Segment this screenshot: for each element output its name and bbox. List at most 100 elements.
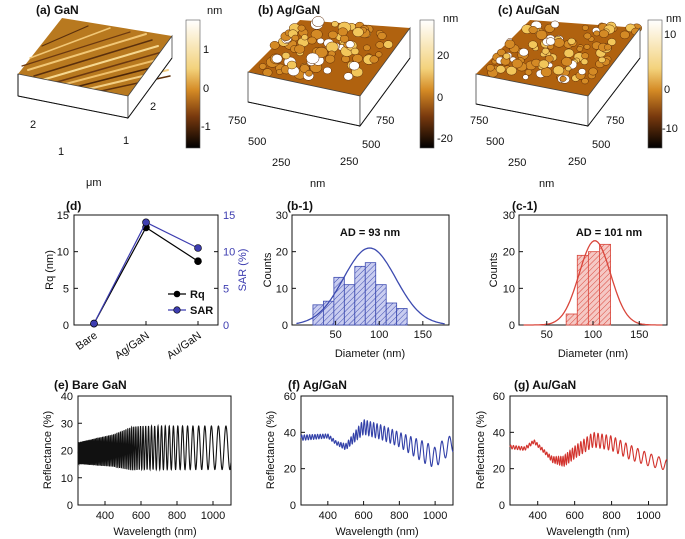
d-y2tick-label: 10 [223,247,235,259]
panel-b-colorbar [419,19,435,149]
b1-ytick-label: 10 [276,283,288,295]
afm-grain [522,74,529,80]
d-point-rq [194,257,202,266]
panel-c1-ticks: 50 100 150 0 10 20 30 [503,210,649,341]
b1-histogram-bar [396,308,408,326]
panel-c1-xlabel: Diameter (nm) [558,348,628,360]
b1-histogram-bar [322,300,335,326]
panel-b-unit: nm [310,178,325,190]
afm-grain [301,34,309,41]
g-xtick-label: 800 [602,510,620,522]
panel-g-line [509,431,668,471]
afm-grain [583,43,591,50]
panel-f-xlabel: Wavelength (nm) [335,526,418,538]
panel-f-frame [300,395,454,506]
afm-grain [286,60,297,70]
panel-d-y2ticks: 0 5 10 15 [214,210,235,332]
f-ytick-label: 60 [284,391,296,403]
f-xtick-label: 600 [354,510,372,522]
d-xtick-label: Bare [74,330,100,353]
panel-g-xlabel: Wavelength (nm) [546,526,629,538]
afm-grain [314,46,328,58]
afm-grain [311,16,325,27]
panel-f-ticks: 400 600 800 1000 0 20 40 60 [284,391,448,522]
b1-ytick-label: 0 [282,320,288,332]
panel-b1: (b-1) AD = 93 nm Counts Diameter (nm) 50… [262,199,450,360]
f-ytick-label: 0 [290,500,296,512]
panel-c1-bars [565,243,611,326]
d-point-sar [90,319,98,328]
d-y2tick-label: 0 [223,320,229,332]
e-ytick-label: 30 [61,418,73,430]
panel-g-frame [509,395,668,506]
afm-grain [310,29,323,40]
panel-b1-ylabel: Counts [262,252,274,287]
panel-a-left-tick-2: 1 [58,146,64,158]
panel-b1-ticks: 50 100 150 0 10 20 30 [276,210,432,341]
afm-grain [553,38,565,48]
e-xtick-label: 1000 [201,510,225,522]
c1-ytick-label: 30 [503,210,515,222]
afm-grain [497,48,506,57]
panel-b: (b) Ag/GaN 750 500 250 750 500 250 nm nm… [228,3,458,190]
panel-d-ylabel: Rq (nm) [44,250,56,290]
c1-xtick-label: 150 [630,329,648,341]
panel-c1-ylabel: Counts [488,252,500,287]
afm-grain [528,26,538,34]
afm-grain [352,27,364,38]
d-point-sar [142,218,150,227]
afm-grain [565,65,572,72]
panel-a-cbar-tick-2: 0 [203,83,209,95]
d-ytick-label: 15 [57,210,69,222]
afm-grain [506,66,517,76]
afm-grain [603,43,612,51]
afm-grain [567,37,576,45]
b1-histogram-bar [364,262,377,326]
afm-grain [281,52,291,60]
afm-grain [375,51,383,58]
panel-b-left-tick-2: 500 [248,136,266,148]
panel-c-left-tick-3: 250 [508,157,526,169]
legend-rq-marker [173,290,181,298]
e-ytick-label: 20 [61,446,73,458]
b1-histogram-bar [375,284,387,326]
afm-grain [583,32,592,40]
b1-histogram-bar [333,276,345,326]
panel-f-line [300,419,454,468]
panel-b-cbar-tick-1: 20 [437,50,449,62]
d-ytick-label: 0 [63,320,69,332]
afm-grain [363,44,371,52]
panel-e-line [77,423,232,472]
panel-b-cbar-unit: nm [443,13,458,25]
afm-grain [545,37,556,46]
afm-grain [297,24,306,32]
e-xtick-label: 400 [96,510,114,522]
panel-a-right-tick-1: 2 [150,101,156,113]
afm-grain [593,30,601,37]
e-xtick-label: 800 [168,510,186,522]
e-reflectance-curve [77,423,232,472]
g-ytick-label: 0 [499,500,505,512]
afm-grain [305,70,313,77]
panel-b-title: (b) Ag/GaN [258,3,320,17]
afm-grain [486,64,495,72]
c1-xtick-label: 50 [541,329,553,341]
afm-grain [541,47,550,55]
c1-histogram-bar [599,243,611,326]
afm-grain [552,65,565,76]
afm-grain [291,34,300,42]
afm-grain [561,57,573,67]
afm-grain [495,65,506,74]
panel-c-right-tick-1: 750 [606,115,624,127]
c1-ytick-label: 0 [509,320,515,332]
panel-c-cbar-tick-2: 0 [664,84,670,96]
panel-a-cbar-unit: nm [207,5,222,17]
panel-d-title: (d) [66,199,81,213]
panel-b1-title: (b-1) [287,199,313,213]
afm-grain [544,55,554,63]
b1-gaussian-fit [296,247,445,325]
afm-grain [350,47,360,56]
panel-a-cbar-tick-3: -1 [201,121,211,133]
g-xtick-label: 1000 [636,510,660,522]
afm-grain [306,52,320,64]
